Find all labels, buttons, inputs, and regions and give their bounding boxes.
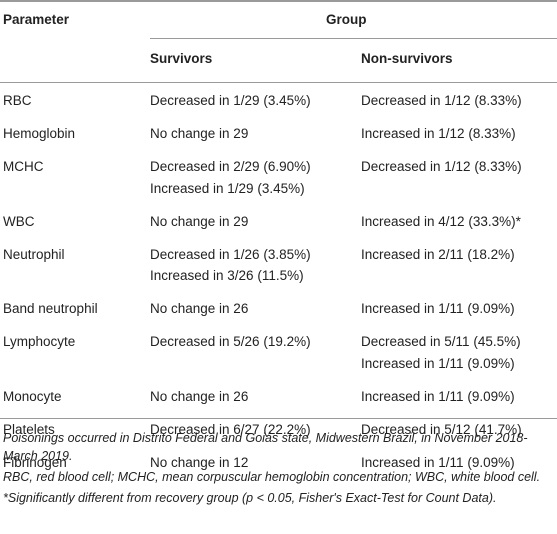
non-survivors-cell: Increased in 1/12 (8.33%)	[361, 126, 516, 141]
row-parameter: Hemoglobin	[3, 126, 76, 141]
survivors-cell: No change in 12	[150, 454, 249, 470]
row-parameter: Neutrophil	[3, 246, 65, 262]
survivors-cell: Decreased in 5/26 (19.2%)	[150, 334, 311, 349]
survivors-cell: No change in 29	[150, 213, 249, 229]
non-survivors-cell: Decreased in 5/11 (45.5%)	[361, 334, 521, 349]
survivors-cell: No change in 26	[150, 388, 249, 404]
survivors-cell: Decreased in 1/29 (3.45%)	[150, 93, 311, 108]
row-parameter: Platelets	[3, 421, 55, 437]
footnote-abbreviations: RBC, red blood cell; MCHC, mean corpuscu…	[3, 470, 541, 484]
survivors-cell: No change in 26	[150, 301, 249, 316]
header-non-survivors: Non-survivors	[361, 51, 453, 66]
non-survivors-cell: Increased in 1/11 (9.09%)	[361, 355, 515, 371]
survivors-cell: Decreased in 2/29 (6.90%)	[150, 159, 311, 174]
non-survivors-cell: Decreased in 1/12 (8.33%)	[361, 93, 522, 108]
survivors-cell: Decreased in 6/27 (22.2%)	[150, 421, 311, 437]
header-bottom-rule	[0, 82, 557, 83]
survivors-cell: No change in 29	[150, 126, 249, 141]
row-parameter: Fibrinogen	[3, 454, 67, 470]
row-parameter: WBC	[3, 213, 35, 229]
table-top-rule	[0, 0, 557, 2]
non-survivors-cell: Increased in 4/12 (33.3%)*	[361, 213, 521, 229]
non-survivors-cell: Increased in 1/11 (9.09%)	[361, 301, 515, 316]
footnote-location: Poisonings occurred in Distrito Federal …	[3, 431, 528, 463]
footnote-significance: *Significantly different from recovery g…	[3, 491, 497, 505]
survivors-cell: Decreased in 1/26 (3.85%)	[150, 246, 311, 262]
row-parameter: MCHC	[3, 159, 44, 174]
non-survivors-cell: Increased in 1/11 (9.09%)	[361, 454, 515, 470]
non-survivors-cell: Increased in 1/11 (9.09%)	[361, 388, 515, 404]
non-survivors-cell: Decreased in 1/12 (8.33%)	[361, 159, 522, 174]
group-underline	[150, 38, 557, 39]
row-parameter: Monocyte	[3, 388, 62, 404]
header-group: Group	[326, 12, 367, 27]
table-footnotes: Poisonings occurred in Distrito Federal …	[3, 429, 555, 510]
row-parameter: Band neutrophil	[3, 301, 98, 316]
survivors-cell: Increased in 3/26 (11.5%)	[150, 268, 304, 283]
header-survivors: Survivors	[150, 51, 213, 66]
non-survivors-cell: Increased in 2/11 (18.2%)	[361, 246, 515, 262]
header-parameter: Parameter	[3, 12, 70, 27]
survivors-cell: Increased in 1/29 (3.45%)	[150, 180, 305, 196]
row-parameter: Lymphocyte	[3, 334, 76, 349]
row-parameter: RBC	[3, 93, 32, 108]
non-survivors-cell: Decreased in 5/12 (41.7%)	[361, 421, 522, 437]
table-bottom-rule	[0, 418, 557, 419]
